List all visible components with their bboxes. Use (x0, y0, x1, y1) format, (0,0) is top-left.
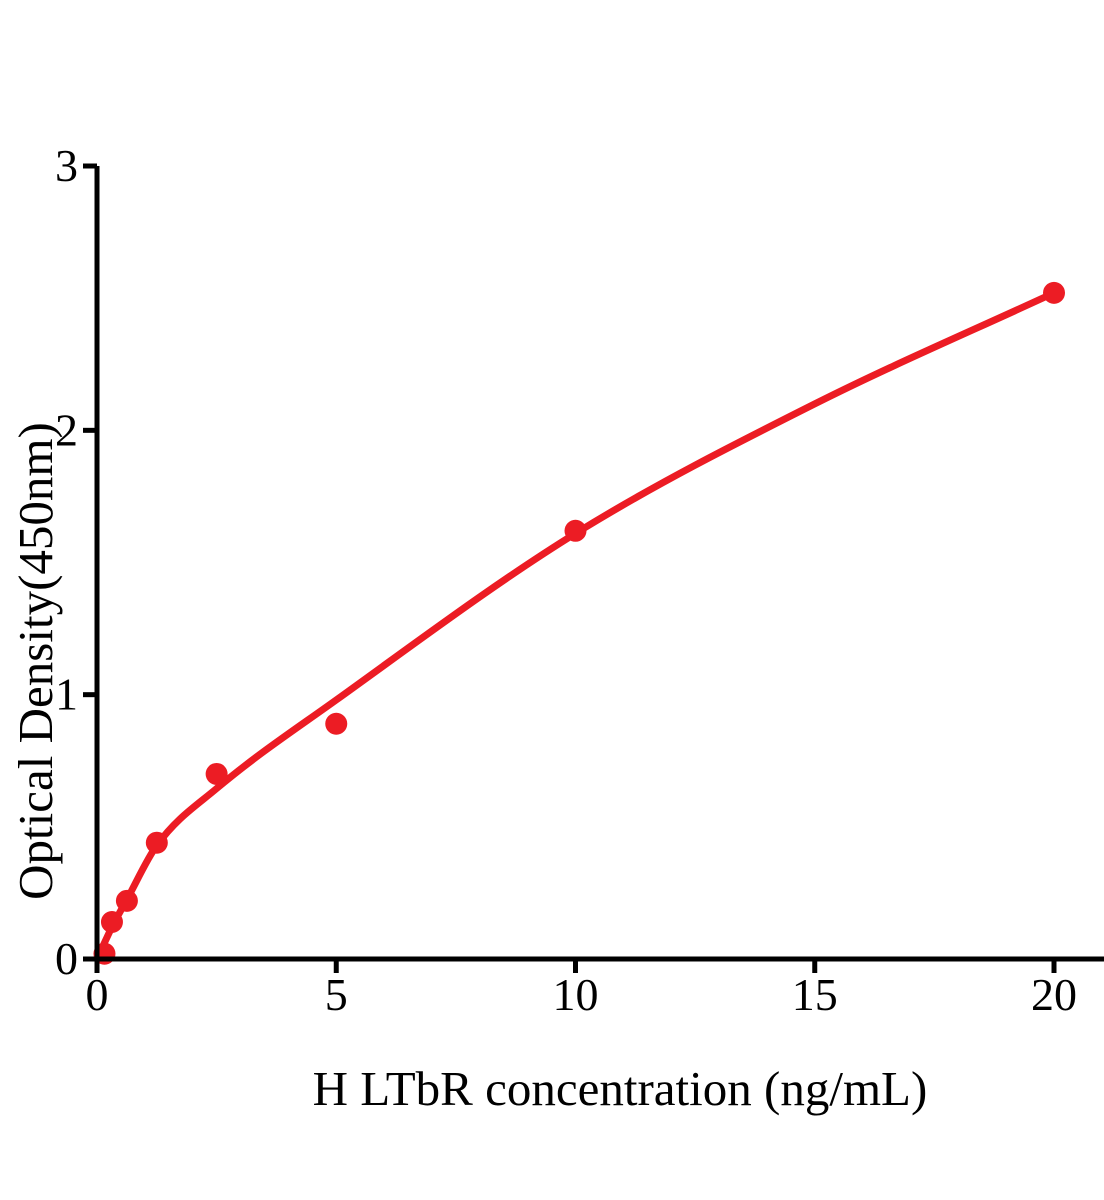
x-tick-label: 10 (553, 969, 599, 1020)
axis-lines (94, 166, 1104, 962)
y-axis-title: Optical Density(450nm) (8, 422, 63, 900)
x-tick-labels: 0 5 10 15 20 (86, 969, 1078, 1020)
data-point (205, 762, 228, 785)
y-tick-label: 2 (55, 404, 78, 455)
data-points-layer (93, 281, 1065, 965)
x-tick-label: 20 (1031, 969, 1077, 1020)
fit-curve-layer (93, 289, 1058, 963)
data-point (145, 831, 168, 854)
x-tick-label: 0 (86, 969, 109, 1020)
data-point (325, 712, 348, 735)
data-point (564, 519, 587, 542)
data-point (100, 910, 123, 933)
y-tick-label: 1 (55, 669, 78, 720)
x-tick-label: 5 (325, 969, 348, 1020)
y-tick-label: 3 (55, 140, 78, 191)
x-axis-title: H LTbR concentration (ng/mL) (313, 1061, 928, 1116)
axes-layer (83, 163, 1104, 973)
data-point (1043, 281, 1065, 304)
x-tick-label: 15 (792, 969, 838, 1020)
y-tick-label: 0 (55, 933, 78, 984)
fit-curve (93, 289, 1058, 963)
y-tick-labels: 0 1 2 3 (55, 140, 78, 984)
data-point (115, 889, 138, 912)
